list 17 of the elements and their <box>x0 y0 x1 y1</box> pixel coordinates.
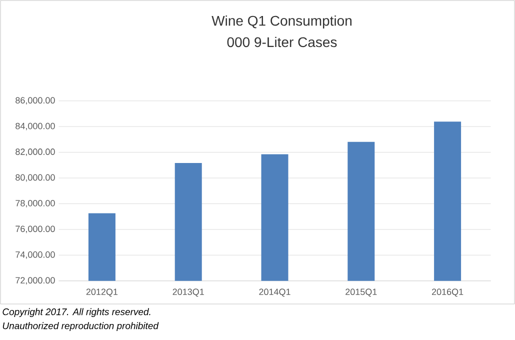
y-tick-label: 84,000.00 <box>16 122 55 130</box>
y-tick-label: 76,000.00 <box>16 226 55 234</box>
text: Unauthorized reproduction prohibited <box>2 322 159 332</box>
x-tick-label: 2016Q1 <box>432 288 464 297</box>
text: Copyright 2017. All rights reserved. <box>2 308 150 318</box>
y-tick-label: 72,000.00 <box>16 277 55 285</box>
y-tick-label: 86,000.00 <box>16 97 55 105</box>
x-tick-label: 2013Q1 <box>172 288 204 297</box>
chart-title: Wine Q1 Consumption <box>212 15 352 29</box>
y-tick-label: 80,000.00 <box>16 174 55 182</box>
chart-subtitle: 000 9-Liter Cases <box>227 36 337 48</box>
y-tick-label: 78,000.00 <box>16 200 55 208</box>
y-tick-label: 82,000.00 <box>16 148 55 156</box>
x-tick-label: 2012Q1 <box>86 288 118 297</box>
y-tick-label: 74,000.00 <box>16 251 55 259</box>
x-tick-label: 2015Q1 <box>346 288 377 297</box>
x-tick-label: 2014Q1 <box>259 288 290 297</box>
